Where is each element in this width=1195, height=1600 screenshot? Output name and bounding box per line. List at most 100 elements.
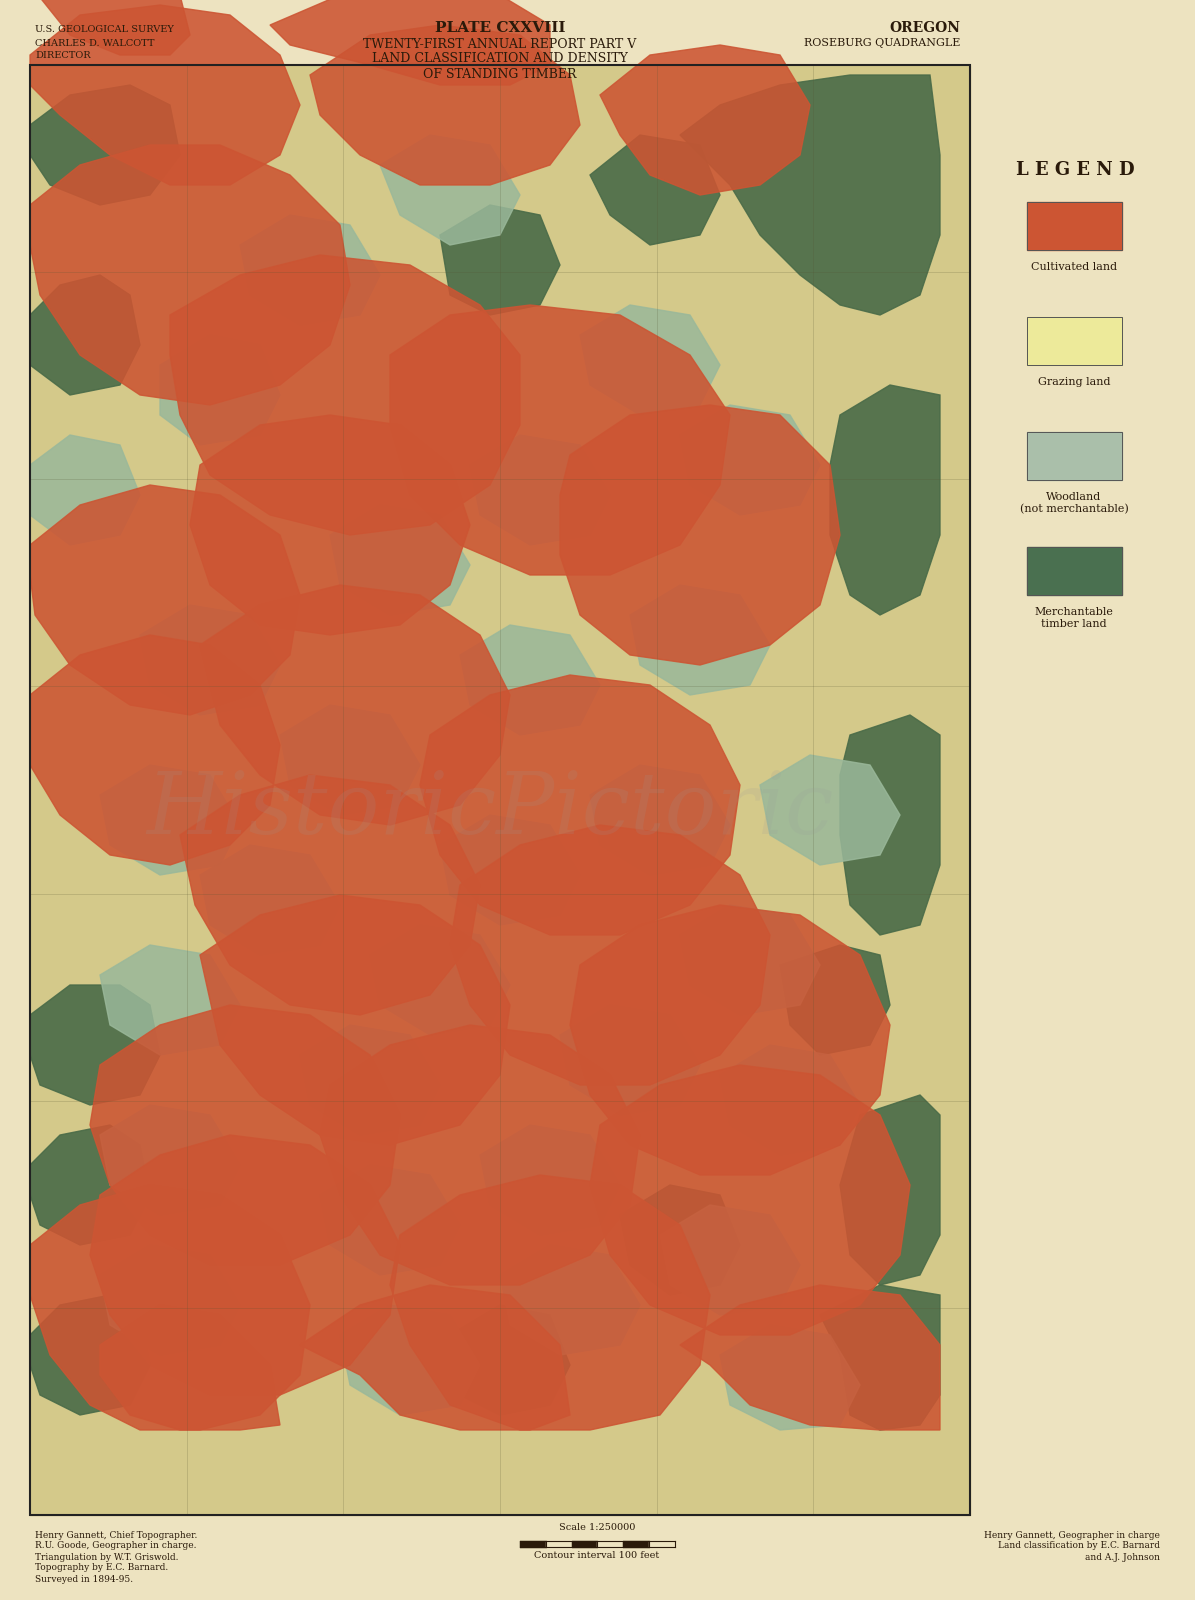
Text: R.U. Goode, Geographer in charge.: R.U. Goode, Geographer in charge. <box>35 1541 196 1550</box>
Bar <box>1027 547 1122 595</box>
Polygon shape <box>380 134 520 245</box>
Text: Merchantable
timber land: Merchantable timber land <box>1035 606 1114 629</box>
Polygon shape <box>390 1174 710 1430</box>
Polygon shape <box>30 1294 151 1414</box>
Text: Contour interval 100 feet: Contour interval 100 feet <box>534 1552 660 1560</box>
Bar <box>1027 202 1122 250</box>
Polygon shape <box>100 1245 240 1355</box>
Polygon shape <box>831 386 940 614</box>
Polygon shape <box>660 1205 799 1315</box>
Text: LAND CLASSIFICATION AND DENSITY: LAND CLASSIFICATION AND DENSITY <box>372 53 627 66</box>
Polygon shape <box>560 1005 700 1115</box>
Polygon shape <box>100 765 240 875</box>
Polygon shape <box>560 405 840 666</box>
Polygon shape <box>310 26 580 186</box>
Polygon shape <box>630 586 770 694</box>
Text: and A.J. Johnson: and A.J. Johnson <box>1085 1552 1160 1562</box>
Polygon shape <box>200 845 341 955</box>
Polygon shape <box>590 765 730 875</box>
Polygon shape <box>90 1005 400 1266</box>
Polygon shape <box>30 85 180 205</box>
Polygon shape <box>30 1125 151 1245</box>
Polygon shape <box>180 774 480 1014</box>
Polygon shape <box>341 1306 480 1414</box>
Polygon shape <box>590 1066 911 1334</box>
Polygon shape <box>30 5 300 186</box>
Polygon shape <box>270 0 550 85</box>
Bar <box>1027 432 1122 480</box>
Polygon shape <box>680 75 940 315</box>
Bar <box>1027 317 1122 365</box>
Polygon shape <box>320 1165 460 1275</box>
Polygon shape <box>760 755 900 866</box>
Polygon shape <box>590 134 721 245</box>
Polygon shape <box>190 414 470 635</box>
Polygon shape <box>170 254 520 534</box>
Polygon shape <box>90 1134 400 1395</box>
Text: Scale 1:250000: Scale 1:250000 <box>559 1523 636 1533</box>
Polygon shape <box>240 214 380 325</box>
Polygon shape <box>30 0 190 54</box>
Bar <box>1027 317 1122 365</box>
Polygon shape <box>370 925 510 1035</box>
Polygon shape <box>680 906 820 1014</box>
Polygon shape <box>300 1285 570 1430</box>
Polygon shape <box>780 946 890 1054</box>
Polygon shape <box>30 986 160 1106</box>
Polygon shape <box>100 946 240 1054</box>
Polygon shape <box>200 894 510 1146</box>
Polygon shape <box>820 1285 940 1430</box>
Polygon shape <box>160 334 280 445</box>
Bar <box>30 66 970 1515</box>
Text: Land classification by E.C. Barnard: Land classification by E.C. Barnard <box>998 1541 1160 1550</box>
Polygon shape <box>440 814 580 925</box>
Polygon shape <box>390 306 730 574</box>
Text: Woodland
(not merchantable): Woodland (not merchantable) <box>1019 493 1128 514</box>
Polygon shape <box>30 146 350 405</box>
Polygon shape <box>330 506 470 614</box>
Polygon shape <box>721 1045 860 1155</box>
Text: Grazing land: Grazing land <box>1037 378 1110 387</box>
Polygon shape <box>419 675 740 934</box>
Text: Henry Gannett, Chief Topographer.: Henry Gannett, Chief Topographer. <box>35 1531 197 1539</box>
Polygon shape <box>580 306 721 414</box>
Text: Topography by E.C. Barnard.: Topography by E.C. Barnard. <box>35 1563 168 1573</box>
Text: Surveyed in 1894-95.: Surveyed in 1894-95. <box>35 1574 133 1584</box>
Polygon shape <box>500 1245 641 1355</box>
Bar <box>1027 202 1122 250</box>
Polygon shape <box>460 626 600 734</box>
Text: CHARLES D. WALCOTT: CHARLES D. WALCOTT <box>35 38 154 48</box>
Polygon shape <box>840 1094 940 1285</box>
Polygon shape <box>100 1106 240 1214</box>
Bar <box>1027 432 1122 480</box>
Text: Triangulation by W.T. Griswold.: Triangulation by W.T. Griswold. <box>35 1552 178 1562</box>
Polygon shape <box>680 405 820 515</box>
Polygon shape <box>680 1285 940 1430</box>
Text: Henry Gannett, Geographer in charge: Henry Gannett, Geographer in charge <box>985 1531 1160 1539</box>
Polygon shape <box>440 205 560 315</box>
Text: TWENTY-FIRST ANNUAL REPORT PART V: TWENTY-FIRST ANNUAL REPORT PART V <box>363 37 637 51</box>
Text: L E G E N D: L E G E N D <box>1016 162 1134 179</box>
Polygon shape <box>30 485 300 715</box>
Text: ROSEBURG QUADRANGLE: ROSEBURG QUADRANGLE <box>803 38 960 48</box>
Polygon shape <box>600 45 810 195</box>
Text: HistoricPictoric: HistoricPictoric <box>146 768 834 851</box>
Polygon shape <box>721 1325 860 1430</box>
Polygon shape <box>280 706 419 814</box>
Text: Cultivated land: Cultivated land <box>1031 262 1117 272</box>
Polygon shape <box>480 1125 620 1235</box>
Bar <box>1027 547 1122 595</box>
Text: PLATE CXXVIII: PLATE CXXVIII <box>435 21 565 35</box>
Text: DIRECTOR: DIRECTOR <box>35 51 91 61</box>
Text: U.S. GEOLOGICAL SURVEY: U.S. GEOLOGICAL SURVEY <box>35 26 174 35</box>
Polygon shape <box>451 1306 570 1414</box>
Polygon shape <box>470 435 609 546</box>
Polygon shape <box>620 1186 740 1294</box>
Polygon shape <box>30 275 140 395</box>
Polygon shape <box>140 605 280 715</box>
Polygon shape <box>30 435 140 546</box>
Text: OREGON: OREGON <box>889 21 960 35</box>
Polygon shape <box>30 1186 310 1430</box>
Polygon shape <box>300 1026 440 1134</box>
Polygon shape <box>320 1026 641 1285</box>
